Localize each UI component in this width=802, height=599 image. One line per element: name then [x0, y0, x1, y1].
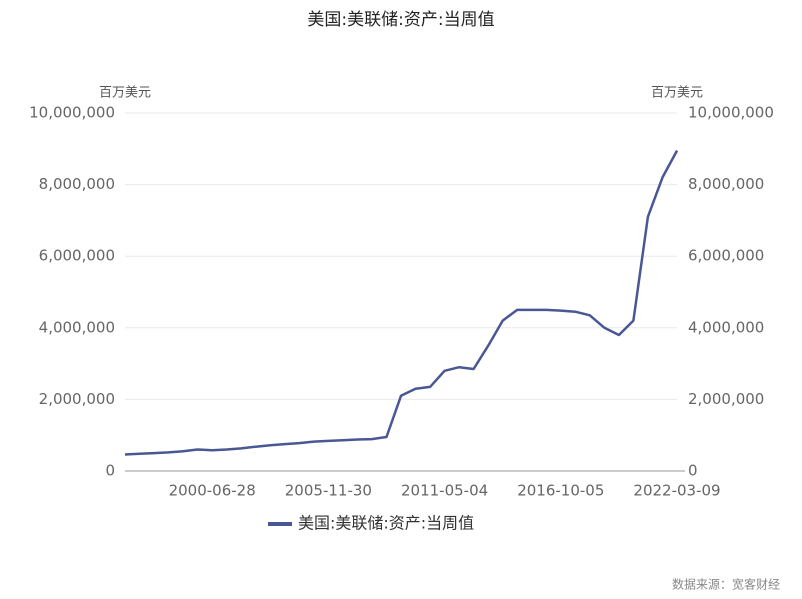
y2-tick-label: 4,000,000: [688, 318, 764, 336]
source-note: 数据来源：宽客财经: [672, 577, 780, 592]
y-tick-label: 6,000,000: [39, 247, 115, 265]
chart-title: 美国:美联储:资产:当周值: [307, 10, 494, 30]
x-tick-label: 2011-05-04: [401, 482, 488, 500]
y-tick-label: 0: [105, 462, 115, 480]
y2-tick-label: 10,000,000: [688, 104, 774, 122]
y-unit: 百万美元: [99, 86, 151, 101]
y-tick-label: 10,000,000: [29, 104, 115, 122]
legend-label: 美国:美联储:资产:当周值: [298, 514, 474, 533]
x-tick-label: 2016-10-05: [517, 482, 604, 500]
y2-tick-label: 8,000,000: [688, 175, 764, 193]
y2-tick-label: 2,000,000: [688, 390, 764, 408]
x-tick-label: 2005-11-30: [285, 482, 372, 500]
y2-unit: 百万美元: [651, 86, 703, 101]
x-tick-label: 2022-03-09: [633, 482, 720, 500]
data-line: [124, 150, 679, 456]
y2-tick-label: 0: [688, 462, 698, 480]
y-tick-label: 8,000,000: [39, 175, 115, 193]
x-tick-label: 2000-06-28: [169, 482, 256, 500]
y2-tick-label: 6,000,000: [688, 247, 764, 265]
y-tick-label: 4,000,000: [39, 318, 115, 336]
y-tick-label: 2,000,000: [39, 390, 115, 408]
